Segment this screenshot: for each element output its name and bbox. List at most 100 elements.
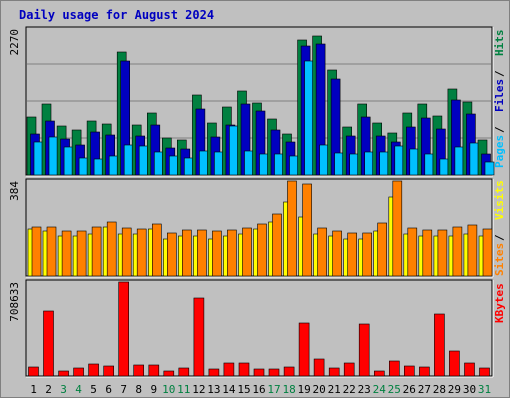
bar-sites — [212, 230, 222, 277]
bar-pages — [469, 142, 480, 176]
x-tick-label: 23 — [358, 383, 371, 396]
bar-sites — [377, 222, 388, 277]
bar-kbytes — [223, 362, 235, 377]
bar-kbytes — [343, 362, 355, 377]
bar-kbytes — [388, 360, 400, 377]
x-tick-label: 28 — [433, 383, 446, 396]
x-tick-label: 29 — [448, 383, 461, 396]
bar-sites — [61, 230, 72, 277]
bar-sites — [452, 226, 463, 277]
x-tick-label: 16 — [252, 383, 265, 396]
bar-kbytes — [283, 366, 295, 377]
x-tick-label: 12 — [192, 383, 205, 396]
bar-sites — [121, 227, 132, 277]
bar-pages — [349, 153, 360, 176]
bar-sites — [422, 229, 433, 277]
bar-kbytes — [464, 362, 475, 377]
x-tick-label: 20 — [312, 383, 325, 396]
bar-kbytes — [133, 364, 144, 377]
bar-kbytes — [434, 313, 445, 377]
bar-sites — [287, 180, 297, 277]
x-tick-label: 30 — [463, 383, 476, 396]
bar-pages — [424, 153, 435, 176]
bar-kbytes — [298, 322, 310, 377]
legend-kbytes: KBytes — [493, 283, 506, 323]
bar-pages — [484, 161, 495, 176]
bar-sites — [242, 227, 252, 277]
bar-kbytes — [103, 365, 114, 377]
bar-pages — [33, 141, 44, 176]
bar-pages — [93, 158, 104, 176]
bar-kbytes — [58, 370, 69, 377]
bar-pages — [379, 151, 390, 176]
legend-hits: Hits — [493, 30, 506, 57]
bar-kbytes — [88, 363, 99, 377]
bar-sites — [437, 229, 448, 277]
bar-sites — [46, 226, 57, 277]
x-tick-label: 3 — [60, 383, 67, 396]
bar-sites — [317, 227, 327, 277]
bar-pages — [439, 158, 450, 176]
x-tick-label: 4 — [75, 383, 82, 396]
bar-pages — [409, 148, 420, 176]
bar-kbytes — [449, 350, 460, 377]
bar-sites — [152, 223, 162, 277]
bar-kbytes — [43, 310, 54, 377]
bar-pages — [274, 153, 284, 176]
bar-kbytes — [268, 368, 280, 377]
bar-sites — [302, 183, 312, 277]
bar-pages — [169, 155, 179, 176]
x-tick-label: 22 — [343, 383, 356, 396]
bar-kbytes — [373, 370, 385, 377]
x-tick-label: 15 — [237, 383, 250, 396]
x-tick-label: 31 — [478, 383, 491, 396]
x-tick-label: 25 — [388, 383, 401, 396]
bar-pages — [229, 125, 239, 176]
chart-title: Daily usage for August 2024 — [19, 8, 214, 22]
bar-pages — [123, 144, 134, 176]
x-tick-label: 13 — [207, 383, 220, 396]
bar-pages — [244, 150, 254, 176]
bar-kbytes — [148, 364, 160, 377]
x-tick-label: 24 — [373, 383, 387, 396]
bar-pages — [454, 146, 465, 176]
x-tick-label: 10 — [162, 383, 175, 396]
bar-kbytes — [403, 365, 415, 377]
bar-sites — [227, 229, 237, 277]
bar-sites — [362, 232, 373, 277]
bar-sites — [91, 226, 102, 277]
bar-sites — [347, 232, 358, 277]
bar-sites — [106, 221, 117, 277]
x-tick-label: 17 — [267, 383, 280, 396]
legend-files: Files — [493, 79, 506, 112]
bar-sites — [407, 227, 418, 277]
bar-kbytes — [193, 297, 205, 377]
bar-sites — [136, 228, 147, 277]
legend-visits: Visits — [493, 180, 506, 220]
x-tick-label: 19 — [297, 383, 310, 396]
x-tick-label: 21 — [328, 383, 341, 396]
bar-sites — [167, 232, 177, 277]
x-tick-label: 18 — [282, 383, 295, 396]
legend-separator: / — [493, 126, 506, 133]
plot-area-kbytes — [25, 279, 493, 377]
x-tick-label: 1 — [30, 383, 37, 396]
bar-kbytes — [419, 366, 430, 377]
bar-pages — [78, 157, 89, 176]
bar-kbytes — [479, 367, 490, 377]
bar-pages — [154, 151, 164, 176]
x-tick-label: 9 — [150, 383, 157, 396]
bar-sites — [197, 229, 207, 277]
x-tick-label: 5 — [90, 383, 97, 396]
bar-sites — [182, 229, 192, 277]
ymax-label-hits-files-pages: 2270 — [8, 29, 21, 56]
bar-sites — [272, 213, 282, 277]
ymax-label-visits-sites: 384 — [8, 181, 21, 201]
x-tick-label: 14 — [222, 383, 236, 396]
bar-kbytes — [118, 281, 129, 377]
x-tick-label: 2 — [45, 383, 52, 396]
bar-pages — [289, 155, 299, 176]
ymax-label-kbytes: 708633 — [8, 282, 21, 322]
bar-kbytes — [253, 368, 265, 377]
